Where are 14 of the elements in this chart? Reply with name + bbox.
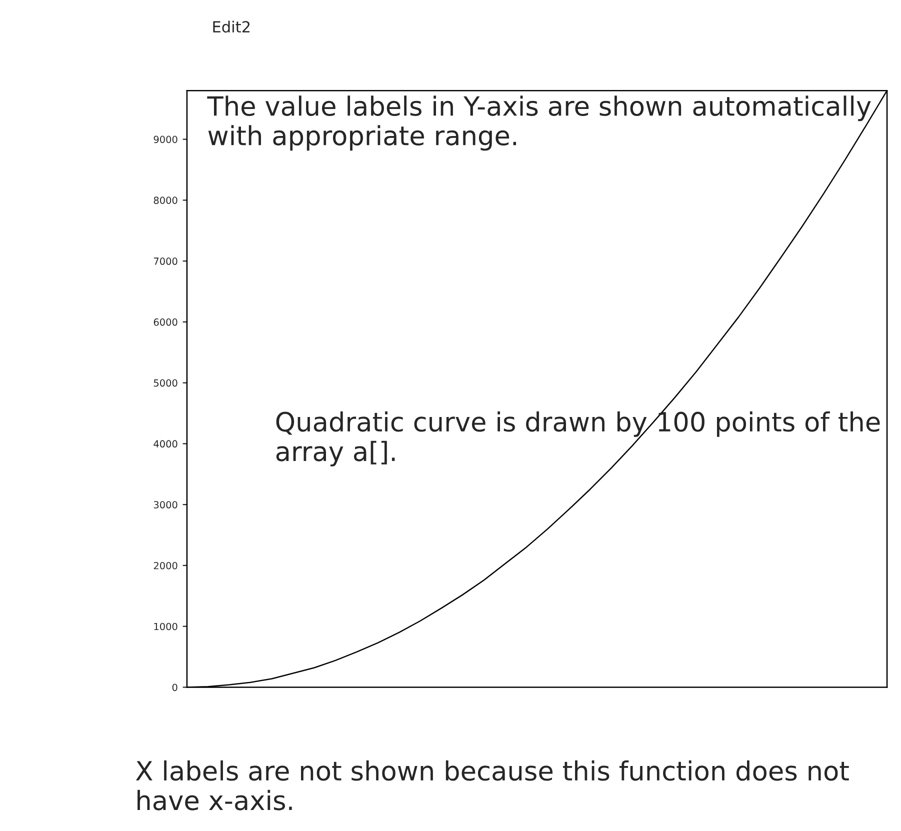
y-tick-label: 1000 (154, 622, 178, 630)
annotation: The value labels in Y-axis are shown automatically with appropriate range. (207, 96, 871, 151)
text: Edit2 (213, 20, 250, 33)
y-tick-label: 6000 (154, 318, 178, 326)
y-tick-label: 7000 (154, 258, 178, 265)
y-tick-label: 3000 (154, 501, 178, 508)
y-tick-label: 5000 (154, 379, 178, 387)
y-tick-label: 2000 (154, 562, 178, 570)
y-tick-label: 8000 (154, 196, 178, 204)
annotation: Quadratic curve is drawn by 100 points of the array a[]. (276, 411, 880, 466)
y-tick-label: 0 (172, 684, 178, 692)
y-tick-label: 4000 (154, 440, 178, 448)
y-tick-label: 9000 (154, 136, 178, 144)
text: X labels are not shown because this function does not have x-axis. (136, 760, 849, 810)
